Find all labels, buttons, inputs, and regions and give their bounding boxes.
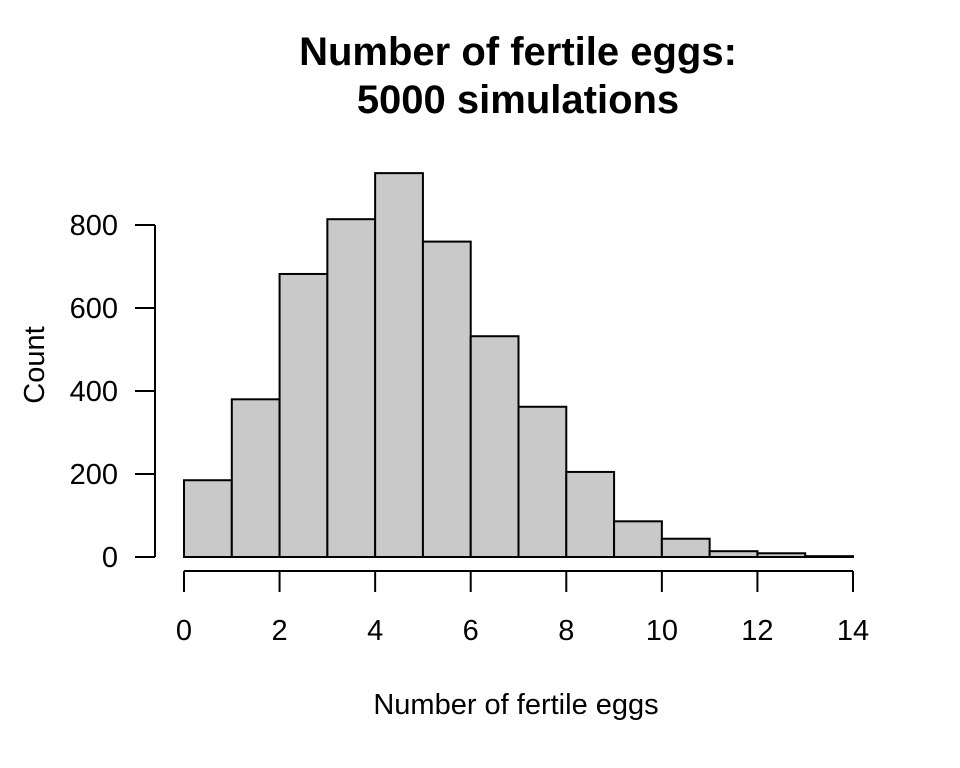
- x-tick-label: 4: [367, 615, 383, 647]
- x-tick-label: 6: [463, 615, 479, 647]
- x-tick-label: 2: [271, 615, 287, 647]
- y-tick-label: 600: [70, 293, 118, 325]
- histogram-bar: [804, 555, 855, 558]
- y-tick-label: 0: [102, 542, 118, 574]
- histogram-bar: [565, 470, 616, 559]
- x-tick-label: 10: [646, 615, 678, 647]
- histogram-bar: [326, 218, 377, 558]
- y-tick-label: 800: [70, 210, 118, 242]
- histogram-bar: [660, 537, 711, 558]
- chart-title-line2: 5000 simulations: [356, 78, 680, 122]
- histogram-bar: [278, 272, 329, 558]
- x-tick-label: 12: [741, 615, 773, 647]
- histogram-bar: [613, 520, 663, 558]
- x-tick-label: 14: [837, 615, 869, 647]
- histogram-bar: [469, 335, 520, 558]
- x-tick-label: 8: [558, 615, 574, 647]
- histogram-bar: [517, 405, 568, 558]
- y-tick-label: 400: [70, 376, 118, 408]
- histogram-bar: [421, 240, 472, 558]
- x-tick-label: 0: [176, 615, 192, 647]
- x-axis-title: Number of fertile eggs: [373, 689, 659, 721]
- chart-title: Number of fertile eggs: 5000 simulations: [168, 28, 868, 124]
- chart-title-line1: Number of fertile eggs:: [299, 30, 737, 74]
- histogram-bar: [374, 172, 424, 559]
- histogram-bar: [756, 552, 807, 558]
- histogram-bar: [708, 550, 759, 559]
- histogram-bar: [183, 479, 233, 559]
- y-tick-label: 200: [70, 459, 118, 491]
- histogram-bar: [230, 398, 281, 558]
